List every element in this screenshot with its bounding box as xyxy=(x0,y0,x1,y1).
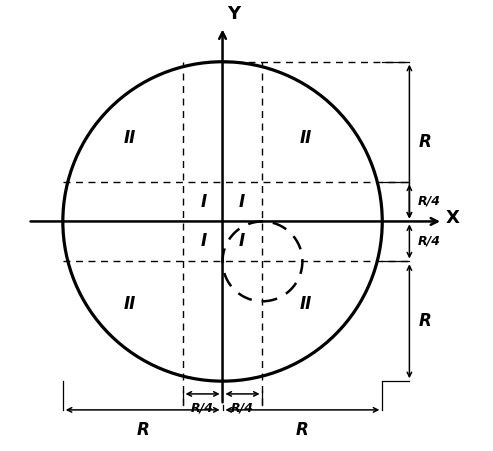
Text: R/4: R/4 xyxy=(418,195,440,208)
Text: II: II xyxy=(299,129,312,147)
Text: R: R xyxy=(137,421,149,439)
Text: R: R xyxy=(419,312,432,330)
Text: II: II xyxy=(299,295,312,313)
Text: I: I xyxy=(200,193,207,211)
Text: X: X xyxy=(446,209,460,227)
Text: R/4: R/4 xyxy=(231,402,254,415)
Text: R/4: R/4 xyxy=(191,402,214,415)
Text: R: R xyxy=(419,133,432,151)
Text: Y: Y xyxy=(227,5,241,23)
Text: R/4: R/4 xyxy=(418,235,440,248)
Text: I: I xyxy=(200,232,207,249)
Text: II: II xyxy=(124,129,136,147)
Text: R: R xyxy=(296,421,309,439)
Text: I: I xyxy=(239,232,245,249)
Text: II: II xyxy=(124,295,136,313)
Text: I: I xyxy=(239,193,245,211)
